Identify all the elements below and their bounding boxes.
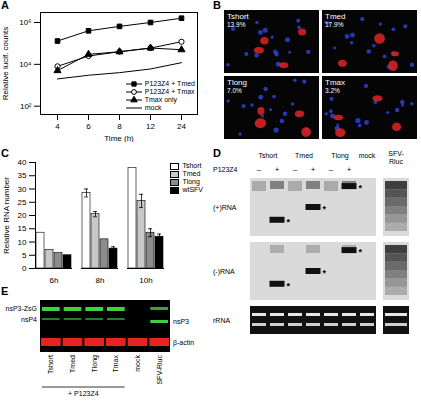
html-text:P123Z4 + Tmax: P123Z4 + Tmax	[144, 88, 195, 95]
svg-text:–: –	[257, 165, 262, 174]
svg-text:+: +	[311, 165, 316, 174]
html-text:Tlong: Tlong	[182, 178, 200, 185]
svg-text:+ P123Z4: + P123Z4	[68, 390, 99, 397]
svg-text:SFV-Rluc: SFV-Rluc	[156, 355, 163, 385]
svg-text:Tmed: Tmed	[69, 355, 76, 373]
html-text:wtSFV: wtSFV	[182, 186, 203, 193]
svg-text:13.9%: 13.9%	[227, 21, 246, 28]
svg-text:β-actin: β-actin	[173, 339, 194, 347]
svg-text:8h: 8h	[96, 276, 105, 284]
svg-text:nsP3: nsP3	[173, 318, 189, 325]
html-text:Tmax only: Tmax only	[144, 96, 177, 103]
svg-text:*: *	[287, 281, 291, 291]
svg-text:*: *	[323, 268, 327, 278]
svg-text:–: –	[293, 165, 298, 174]
html-text:A: A	[1, 0, 9, 11]
svg-text:24: 24	[177, 122, 186, 131]
svg-text:0: 0	[22, 264, 27, 273]
svg-text:6: 6	[86, 122, 91, 131]
svg-text:10: 10	[18, 238, 27, 247]
svg-text:Tlong: Tlong	[91, 355, 99, 373]
html-text:C: C	[1, 147, 9, 159]
svg-text:17.9%: 17.9%	[325, 21, 344, 28]
svg-text:Relative RNA number: Relative RNA number	[2, 177, 11, 254]
svg-text:Tmax: Tmax	[112, 355, 119, 373]
svg-text:Tshort: Tshort	[227, 12, 250, 21]
html-text:D: D	[213, 147, 221, 159]
svg-text:6h: 6h	[50, 276, 59, 284]
svg-text:*: *	[287, 217, 291, 227]
html-text:Tshort: Tshort	[182, 162, 202, 169]
html-text:Tmed: Tmed	[182, 170, 201, 177]
svg-text:10⁶: 10⁶	[19, 18, 31, 27]
html-text:P123Z4 + Tmed: P123Z4 + Tmed	[144, 80, 195, 87]
html-text:B: B	[213, 0, 221, 11]
svg-text:10⁴: 10⁴	[19, 60, 32, 69]
svg-text:Tlong: Tlong	[331, 152, 349, 160]
svg-text:12: 12	[146, 122, 155, 131]
svg-text:–: –	[329, 165, 334, 174]
svg-text:30: 30	[18, 185, 27, 194]
svg-text:(-)RNA: (-)RNA	[213, 268, 235, 276]
svg-text:Rluc: Rluc	[389, 158, 404, 165]
svg-text:3.2%: 3.2%	[325, 87, 340, 94]
svg-text:Tshort: Tshort	[47, 355, 54, 374]
svg-text:Tlong: Tlong	[227, 78, 247, 87]
svg-text:10²: 10²	[20, 102, 32, 111]
svg-text:35: 35	[18, 171, 27, 180]
svg-text:25: 25	[18, 198, 27, 207]
svg-text:mock: mock	[359, 152, 376, 159]
svg-text:nsP4: nsP4	[21, 316, 37, 323]
svg-text:*: *	[359, 247, 363, 257]
svg-text:4: 4	[55, 122, 60, 131]
svg-text:40: 40	[18, 158, 27, 167]
svg-text:*: *	[323, 204, 327, 214]
svg-text:*: *	[359, 183, 363, 193]
svg-text:Tshort: Tshort	[258, 152, 277, 159]
svg-text:+: +	[275, 165, 280, 174]
svg-text:8: 8	[117, 122, 122, 131]
svg-text:+: +	[347, 165, 352, 174]
svg-text:7.0%: 7.0%	[227, 87, 242, 94]
svg-text:Relative lucif. counts: Relative lucif. counts	[1, 27, 10, 100]
svg-text:P123Z4: P123Z4	[213, 166, 238, 173]
svg-text:mock: mock	[134, 355, 141, 372]
html-text:mock: mock	[144, 104, 162, 111]
svg-text:5: 5	[22, 251, 27, 260]
svg-text:Time (h): Time (h)	[104, 134, 134, 143]
svg-text:nsP3-ZsG: nsP3-ZsG	[5, 305, 37, 312]
svg-text:20: 20	[18, 211, 27, 220]
svg-text:Tmax: Tmax	[325, 78, 345, 87]
svg-text:SFV-: SFV-	[388, 150, 404, 157]
svg-text:10h: 10h	[139, 276, 152, 284]
svg-text:Tmed: Tmed	[325, 12, 345, 21]
svg-text:Tmed: Tmed	[295, 152, 313, 159]
html-text:E: E	[1, 285, 9, 297]
svg-text:(+)RNA: (+)RNA	[213, 204, 237, 212]
svg-text:15: 15	[18, 224, 27, 233]
svg-text:rRNA: rRNA	[213, 317, 230, 324]
